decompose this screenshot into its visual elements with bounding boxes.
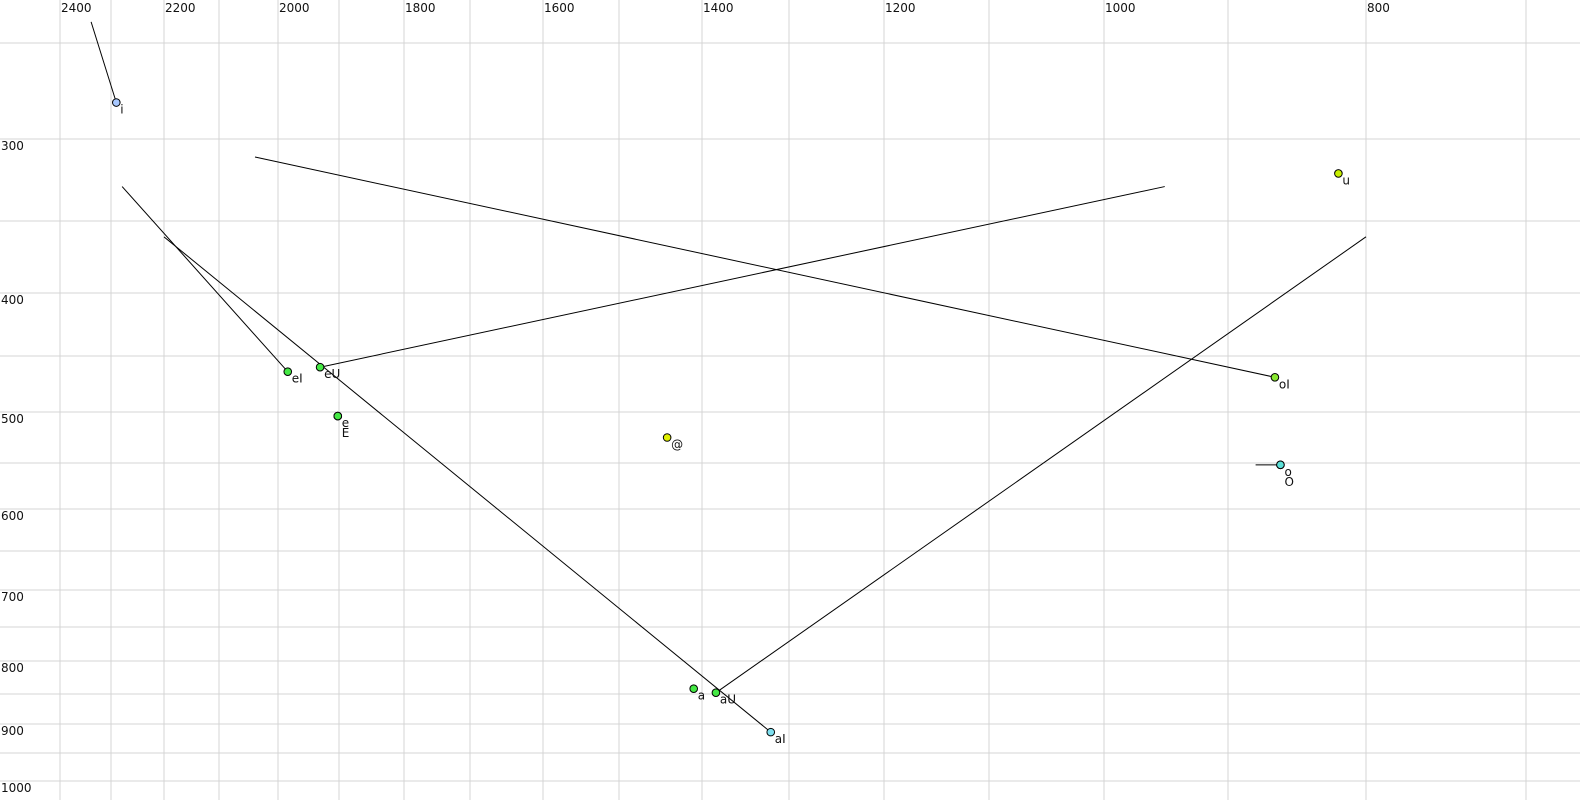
trajectory-aI bbox=[163, 236, 772, 733]
vowel-label-i: i bbox=[120, 103, 123, 117]
x-tick-label: 1600 bbox=[544, 1, 575, 15]
trajectories bbox=[90, 21, 1367, 733]
y-tick-label: 500 bbox=[1, 412, 24, 426]
vowel-label-o: o bbox=[1284, 465, 1291, 479]
vowel-label-eI: eI bbox=[292, 372, 303, 386]
vowel-label-O: O bbox=[1284, 475, 1293, 489]
y-tick-label: 600 bbox=[1, 509, 24, 523]
trajectory-aU bbox=[715, 236, 1367, 694]
vowel-label-oI: oI bbox=[1279, 377, 1290, 391]
vowel-point-aI bbox=[766, 727, 776, 737]
y-tick-label: 300 bbox=[1, 139, 24, 153]
x-tick-label: 2400 bbox=[61, 1, 92, 15]
vowel-label-@: @ bbox=[671, 438, 683, 452]
vowel-point-aU bbox=[711, 688, 721, 697]
x-tick-label: 1800 bbox=[405, 1, 436, 15]
vowel-point-O bbox=[1276, 460, 1285, 470]
tick-labels: 2400 2200 2000 1800 1600 1400 1200 1000 800 300 40… bbox=[1, 1, 1390, 795]
x-tick-label: 1400 bbox=[703, 1, 734, 15]
x-tick-label: 1000 bbox=[1105, 1, 1136, 15]
vowel-point-E bbox=[333, 411, 343, 421]
vowel-label-e: e bbox=[342, 416, 349, 430]
vowel-point-eU bbox=[315, 362, 325, 372]
vowel-point-eI bbox=[283, 367, 293, 376]
vowel-label-eU: eU bbox=[324, 367, 340, 381]
trajectory-i bbox=[90, 21, 117, 103]
trajectory-eI bbox=[121, 186, 289, 373]
vowel-point-i bbox=[112, 98, 121, 107]
vowel-label-u: u bbox=[1342, 173, 1350, 187]
y-tick-label: 400 bbox=[1, 293, 24, 307]
x-tick-label: 1200 bbox=[885, 1, 916, 15]
vowel-label-aU: aU bbox=[720, 693, 736, 707]
y-tick-label: 900 bbox=[1, 724, 24, 738]
vowel-point-a bbox=[689, 684, 699, 694]
vowel-point-@ bbox=[662, 433, 672, 442]
vowel-label-a: a bbox=[698, 689, 705, 703]
trajectory-eU bbox=[319, 186, 1165, 368]
vowel-label-aI: aI bbox=[775, 732, 786, 746]
vowel-label-E: E bbox=[342, 426, 350, 440]
x-tick-label: 800 bbox=[1367, 1, 1390, 15]
y-tick-label: 800 bbox=[1, 661, 24, 675]
vowel-points: i eI eU eE @ a aU aI oI oOu bbox=[112, 98, 1350, 746]
x-tick-label: 2200 bbox=[165, 1, 196, 15]
y-tick-label: 700 bbox=[1, 590, 24, 604]
y-tick-label: 1000 bbox=[1, 781, 32, 795]
vowel-point-u bbox=[1334, 169, 1343, 178]
x-tick-label: 2000 bbox=[279, 1, 310, 15]
trajectory-oI bbox=[254, 156, 1276, 378]
vowel-point-oI bbox=[1270, 372, 1280, 382]
